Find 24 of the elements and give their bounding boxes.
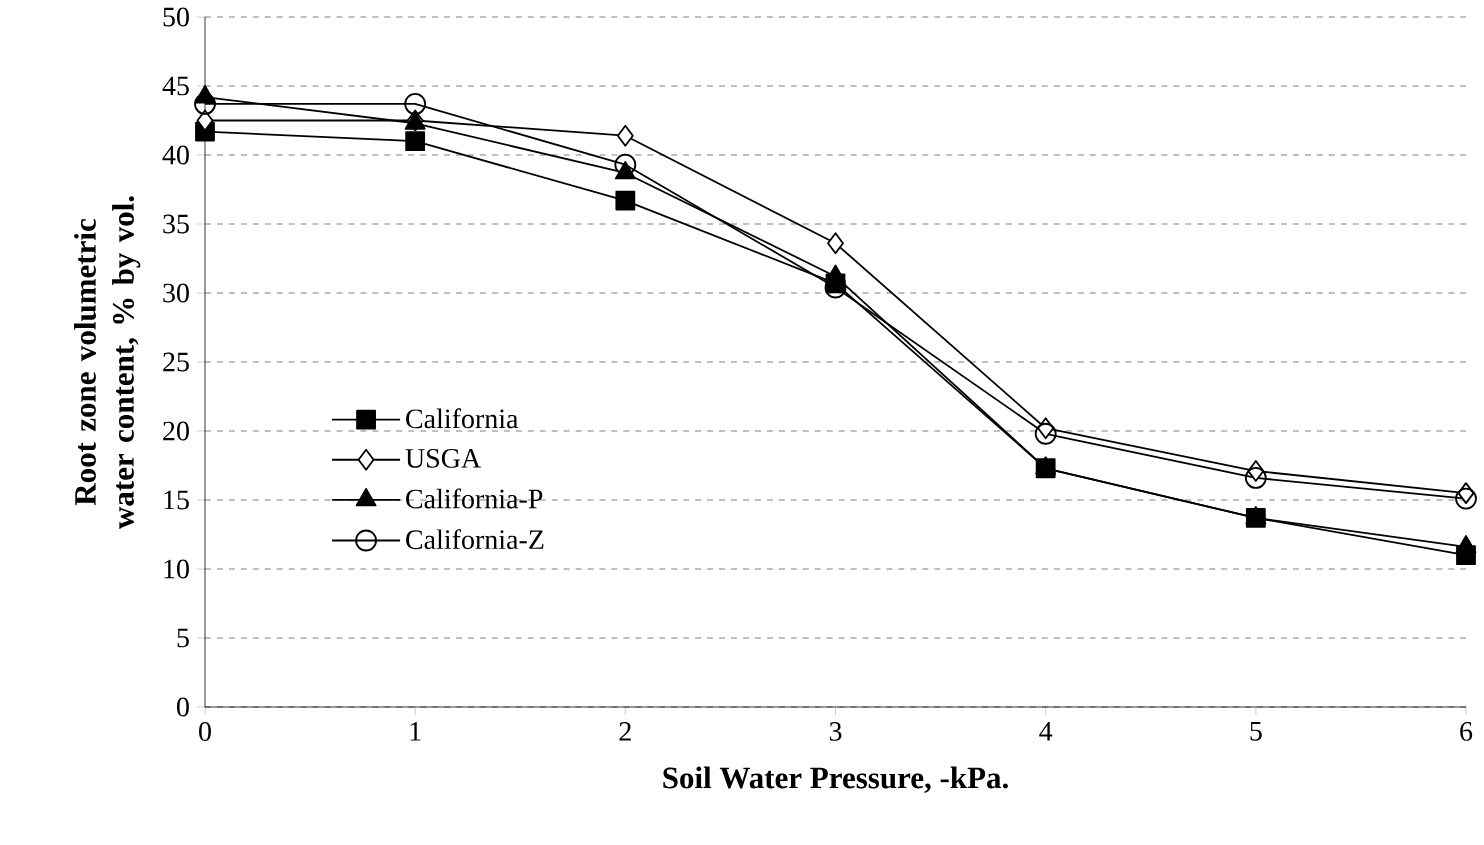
y-tick-label: 20 [163, 421, 189, 441]
y-tick-label: 40 [162, 145, 189, 165]
y-tick-label: 45 [162, 76, 189, 96]
x-tick-label: 6 [1460, 722, 1473, 741]
y-axis-title: Root zone volumetric water content, % by vol. [74, 196, 141, 529]
legend-label: California-P [406, 488, 543, 509]
y-tick-label: 30 [163, 283, 189, 303]
y-tick-label: 10 [164, 559, 189, 579]
x-tick-label: 1 [410, 722, 421, 741]
legend-label: USGA [405, 449, 481, 468]
legend-label: California-Z [406, 529, 544, 550]
y-tick-label: 50 [163, 7, 189, 27]
legend-label: California [406, 408, 519, 429]
y-tick-label: 0 [177, 697, 189, 717]
y-tick-label: 15 [164, 490, 189, 510]
x-tick-label: 4 [1039, 722, 1053, 741]
y-tick-label: 5 [177, 628, 189, 648]
x-tick-label: 3 [829, 722, 842, 741]
x-tick-label: 5 [1250, 722, 1262, 741]
y-tick-label: 35 [163, 214, 189, 234]
x-axis-title: Soil Water Pressure, -kPa. [663, 766, 1008, 793]
y-tick-label: 25 [163, 352, 189, 372]
x-tick-label: 0 [199, 722, 211, 741]
x-tick-label: 2 [619, 722, 631, 741]
